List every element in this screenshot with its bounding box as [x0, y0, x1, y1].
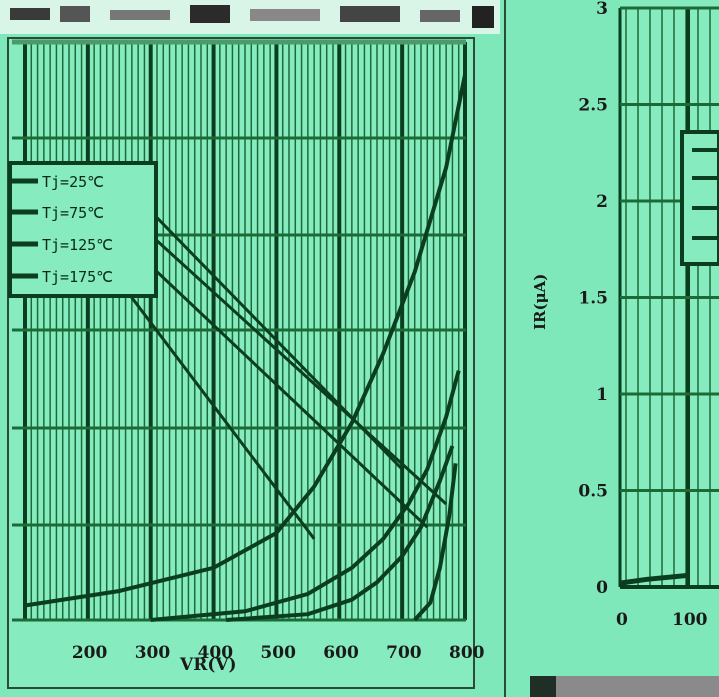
right-x-tick-labels: 0 100 [616, 610, 708, 630]
right-chart-series [619, 572, 689, 586]
series-line-1 [413, 463, 458, 622]
right-y-tick-label: 0.5 [578, 482, 608, 502]
x-tick-label: 800 [449, 643, 485, 663]
right-legend-box [680, 130, 719, 266]
top-strip-noise [10, 5, 494, 28]
left-chart-callouts [118, 188, 448, 540]
right-chart-grid [618, 6, 719, 589]
x-tick-label: 600 [323, 643, 359, 663]
series-line-3 [150, 370, 461, 622]
legend-label: Tj=125℃ [42, 236, 113, 254]
series-line-2 [225, 445, 455, 622]
left-x-tick-labels: 200 300 400 500 600 700 800 [72, 643, 485, 663]
left-chart-series [24, 74, 467, 622]
callout-line [132, 248, 429, 529]
right-series-line [619, 572, 689, 586]
right-x-tick-label: 0 [616, 610, 628, 630]
right-y-tick-label: 2.5 [578, 96, 608, 116]
x-tick-label: 500 [260, 643, 296, 663]
legend-label: Tj=75℃ [42, 204, 104, 222]
bottom-strip [530, 676, 719, 697]
legend: Tj=25℃ Tj=75℃ Tj=125℃ Tj=175℃ [8, 161, 158, 298]
right-y-tick-label: 3 [596, 0, 608, 19]
right-y-tick-label: 1 [596, 385, 608, 405]
right-y-tick-label: 1.5 [578, 289, 608, 309]
right-legend-marks [692, 148, 719, 240]
callout-line [118, 281, 316, 540]
right-y-tick-label: 2 [596, 192, 608, 212]
right-y-tick-labels: 0 0.5 1 1.5 2 2.5 3 [578, 0, 608, 598]
right-chart-plot-area [620, 0, 719, 590]
right-y-tick-label: 0 [596, 578, 608, 598]
bottom-strip-block [530, 676, 556, 697]
x-tick-label: 700 [386, 643, 422, 663]
x-tick-label: 200 [72, 643, 108, 663]
legend-label: Tj=175℃ [42, 268, 113, 286]
series-line-4 [24, 74, 467, 608]
right-y-axis-label: IR(μA) [531, 274, 549, 330]
x-tick-label: 300 [135, 643, 171, 663]
left-x-axis-label: VR(V) [179, 655, 237, 675]
x-tick-label: 400 [198, 643, 234, 663]
callout-line [130, 216, 448, 506]
legend-label: Tj=25℃ [42, 173, 104, 191]
right-x-tick-label: 100 [672, 610, 708, 630]
